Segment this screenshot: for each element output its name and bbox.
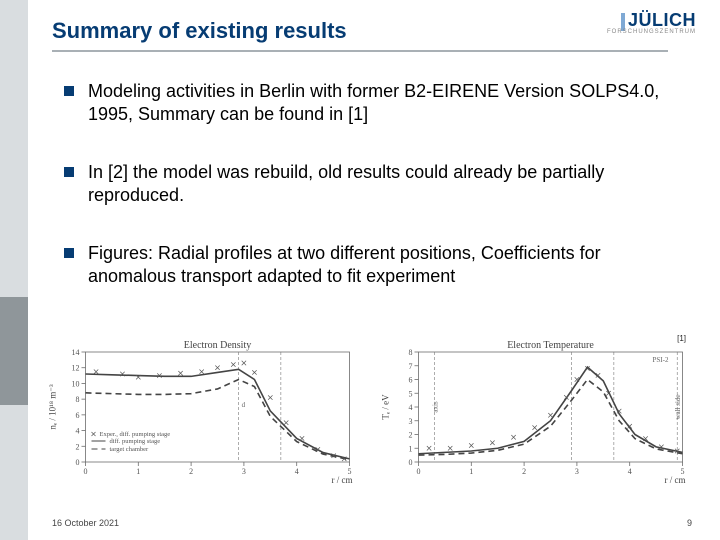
svg-text:8: 8 xyxy=(76,395,80,404)
svg-text:0: 0 xyxy=(409,458,413,467)
svg-text:wall side: wall side xyxy=(674,394,682,419)
page-title: Summary of existing results xyxy=(52,18,347,44)
bullet-text: Modeling activities in Berlin with forme… xyxy=(88,80,680,127)
svg-text:axis: axis xyxy=(431,401,439,413)
svg-text:8: 8 xyxy=(409,348,413,357)
svg-text:5: 5 xyxy=(409,389,413,398)
svg-text:12: 12 xyxy=(72,364,80,373)
svg-text:d: d xyxy=(242,401,246,409)
svg-text:nₑ / 10¹⁸ m⁻³: nₑ / 10¹⁸ m⁻³ xyxy=(48,384,58,430)
svg-text:0: 0 xyxy=(417,467,421,476)
svg-text:2: 2 xyxy=(409,431,413,440)
svg-text:Electron Temperature: Electron Temperature xyxy=(507,340,594,351)
svg-text:Electron Density: Electron Density xyxy=(184,340,251,351)
svg-text:Exper., diff. pumping stage: Exper., diff. pumping stage xyxy=(100,431,171,438)
svg-text:r / cm: r / cm xyxy=(332,475,353,485)
svg-text:4: 4 xyxy=(295,467,299,476)
svg-text:14: 14 xyxy=(72,348,80,357)
svg-text:10: 10 xyxy=(72,379,80,388)
svg-text:3: 3 xyxy=(575,467,579,476)
figures-row: 01234502468101214r / cmnₑ / 10¹⁸ m⁻³Elec… xyxy=(40,336,696,486)
title-underline xyxy=(52,50,668,52)
svg-text:1: 1 xyxy=(136,467,140,476)
svg-text:3: 3 xyxy=(409,417,413,426)
bullet-marker xyxy=(64,167,74,177)
svg-text:r / cm: r / cm xyxy=(665,475,686,485)
brand-logo: JÜLICH FORSCHUNGSZENTRUM xyxy=(607,10,696,35)
bullet-marker xyxy=(64,86,74,96)
bullet-text: In [2] the model was rebuild, old result… xyxy=(88,161,680,208)
svg-text:1: 1 xyxy=(469,467,473,476)
svg-text:Tₑ / eV: Tₑ / eV xyxy=(381,394,391,420)
left-accent-bar xyxy=(0,0,28,540)
svg-text:2: 2 xyxy=(522,467,526,476)
chart-electron-temperature: 012345012345678r / cmTₑ / eVElectron Tem… xyxy=(373,336,696,486)
svg-text:4: 4 xyxy=(409,403,413,412)
svg-text:diff. pumping stage: diff. pumping stage xyxy=(110,438,161,445)
svg-text:4: 4 xyxy=(628,467,632,476)
svg-text:7: 7 xyxy=(409,362,413,371)
svg-text:PSI-2: PSI-2 xyxy=(653,356,669,364)
bullet-text: Figures: Radial profiles at two differen… xyxy=(88,242,680,289)
bullet-marker xyxy=(64,248,74,258)
footer-date: 16 October 2021 xyxy=(52,518,119,528)
bullet-item: Figures: Radial profiles at two differen… xyxy=(64,242,680,289)
svg-text:4: 4 xyxy=(76,427,80,436)
bullet-item: In [2] the model was rebuild, old result… xyxy=(64,161,680,208)
footer-page: 9 xyxy=(687,518,692,528)
svg-text:0: 0 xyxy=(84,467,88,476)
svg-text:0: 0 xyxy=(76,458,80,467)
svg-text:2: 2 xyxy=(189,467,193,476)
svg-text:2: 2 xyxy=(76,442,80,451)
chart-electron-density: 01234502468101214r / cmnₑ / 10¹⁸ m⁻³Elec… xyxy=(40,336,363,486)
bullet-list: Modeling activities in Berlin with forme… xyxy=(64,80,680,322)
svg-text:6: 6 xyxy=(76,411,80,420)
svg-text:1: 1 xyxy=(409,444,413,453)
svg-text:target chamber: target chamber xyxy=(110,446,150,453)
bullet-item: Modeling activities in Berlin with forme… xyxy=(64,80,680,127)
svg-text:3: 3 xyxy=(242,467,246,476)
svg-text:6: 6 xyxy=(409,376,413,385)
